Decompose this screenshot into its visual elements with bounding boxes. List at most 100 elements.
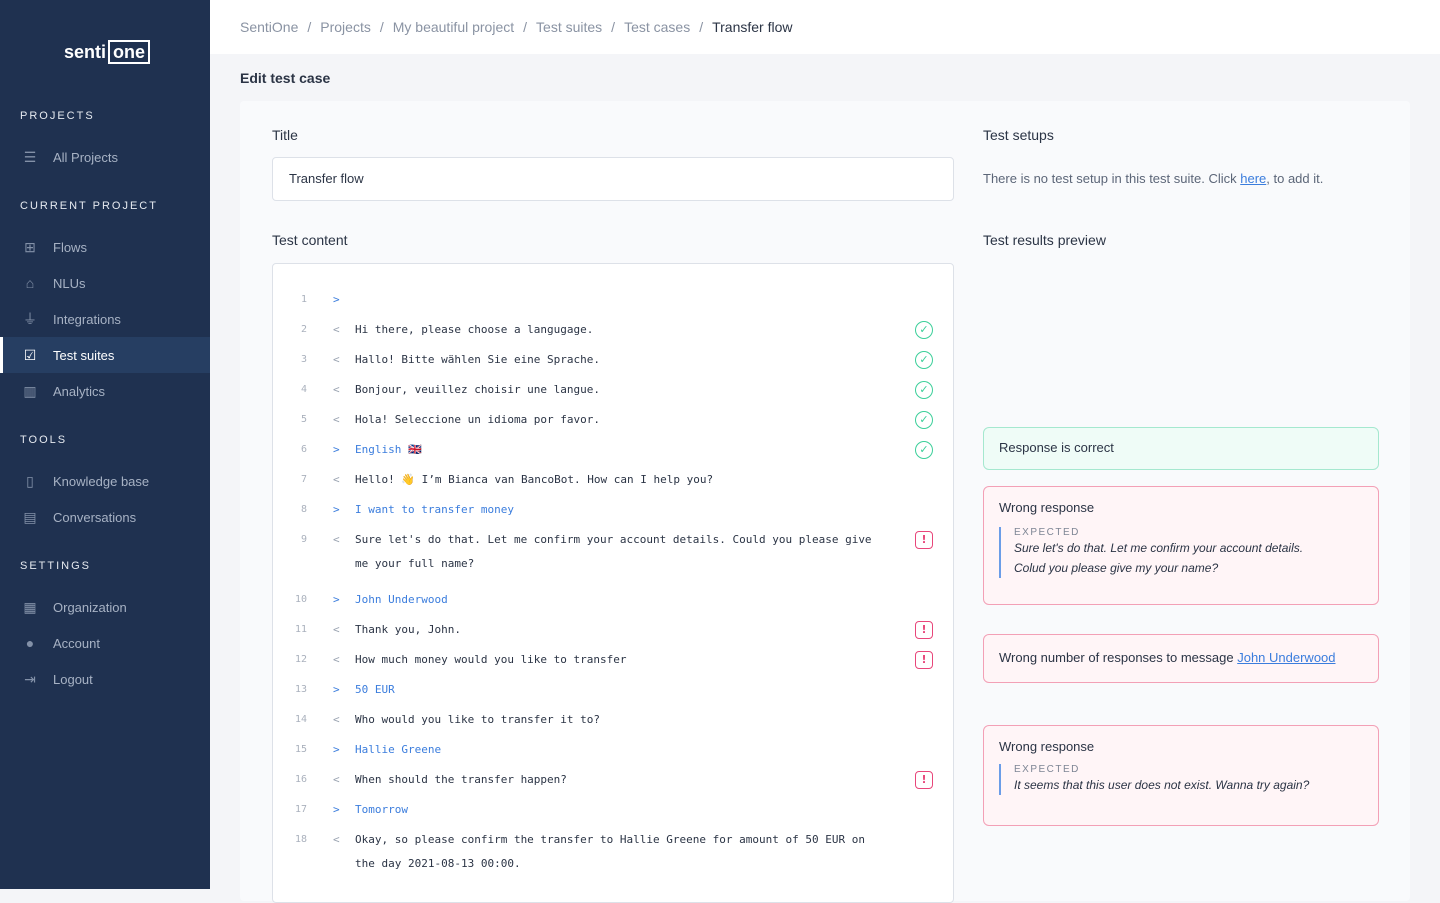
- sidebar-item-all-projects[interactable]: ☰ All Projects: [0, 139, 210, 175]
- result-wrong-count: Wrong number of responses to message Joh…: [983, 634, 1379, 683]
- sidebar-item-label: Conversations: [53, 509, 137, 525]
- sidebar-item-nlus[interactable]: ⌂ NLUs: [0, 265, 210, 301]
- sidebar-item-integrations[interactable]: ⏚ Integrations: [0, 301, 210, 337]
- section-settings: SETTINGS: [20, 560, 92, 572]
- sidebar-item-label: Test suites: [53, 347, 115, 363]
- title-input[interactable]: Transfer flow: [272, 157, 954, 201]
- sidebar-item-label: Integrations: [53, 311, 121, 327]
- sidebar-item-account[interactable]: ● Account: [0, 625, 210, 661]
- sidebar-item-label: Flows: [53, 239, 87, 255]
- check-circle-icon: ✓: [915, 381, 933, 399]
- error-icon[interactable]: !: [915, 771, 933, 789]
- section-projects: PROJECTS: [20, 110, 95, 122]
- test-results-preview-label: Test results preview: [983, 232, 1106, 248]
- direction-marker: >: [333, 593, 340, 606]
- sidebar-item-label: Logout: [53, 671, 93, 687]
- breadcrumb-item[interactable]: Test cases: [624, 19, 691, 35]
- direction-marker: <: [333, 353, 340, 366]
- line-number: 8: [300, 504, 307, 515]
- message-link[interactable]: John Underwood: [1237, 650, 1336, 665]
- user-icon: ●: [25, 635, 35, 651]
- breadcrumb-item[interactable]: SentiOne: [240, 19, 299, 35]
- line-number: 1: [300, 294, 307, 305]
- line-number: 9: [300, 534, 307, 545]
- test-content-label: Test content: [272, 232, 348, 248]
- line-text: Thank you, John.: [355, 623, 461, 636]
- sidebar-item-conversations[interactable]: ▤ Conversations: [0, 499, 210, 535]
- chat-icon: ▤: [23, 509, 37, 525]
- breadcrumb-separator: /: [307, 19, 312, 35]
- direction-marker: >: [333, 803, 340, 816]
- expected-text-2: Colud you please give my your name?: [1014, 561, 1219, 575]
- direction-marker: <: [333, 833, 340, 846]
- graduation-cap-icon: ⌂: [25, 275, 35, 291]
- line-text: English 🇬🇧: [355, 443, 422, 456]
- logo-text: senti: [64, 41, 107, 62]
- error-icon[interactable]: !: [915, 651, 933, 669]
- direction-marker: >: [333, 293, 340, 306]
- sidebar-item-label: All Projects: [53, 149, 119, 165]
- line-number: 14: [294, 714, 307, 725]
- line-text: When should the transfer happen?: [355, 773, 567, 786]
- test-suites-icon: ☑: [23, 347, 37, 363]
- line-number: 2: [300, 324, 307, 335]
- sidebar-item-label: Analytics: [53, 383, 106, 399]
- line-number: 6: [300, 444, 307, 455]
- sentione-logo[interactable]: senti one: [64, 40, 151, 64]
- direction-marker: >: [333, 503, 340, 516]
- direction-marker: <: [333, 323, 340, 336]
- line-text: I want to transfer money: [355, 503, 514, 516]
- expected-text: Sure let's do that. Let me confirm your …: [1014, 541, 1304, 555]
- check-circle-icon: ✓: [915, 411, 933, 429]
- line-text: Hola! Seleccione un idioma por favor.: [355, 413, 601, 426]
- line-number: 16: [294, 774, 307, 785]
- line-text: John Underwood: [355, 593, 448, 606]
- add-setup-link[interactable]: here: [1240, 171, 1267, 186]
- expected-label: EXPECTED: [1014, 764, 1080, 775]
- line-text: Hello! 👋 I’m Bianca van BancoBot. How ca…: [355, 473, 714, 486]
- sidebar-item-label: NLUs: [53, 275, 86, 291]
- line-text: Bonjour, veuillez choisir une langue.: [355, 383, 601, 396]
- check-circle-icon: ✓: [915, 351, 933, 369]
- direction-marker: <: [333, 473, 340, 486]
- analytics-icon: ▥: [23, 383, 37, 399]
- line-number: 10: [294, 594, 307, 605]
- test-setups-text: There is no test setup in this test suit…: [983, 171, 1323, 186]
- sidebar: senti one PROJECTS CURRENT PROJECT TOOLS …: [0, 0, 210, 889]
- breadcrumb-item[interactable]: Projects: [320, 19, 371, 35]
- direction-marker: <: [333, 653, 340, 666]
- sidebar-item-flows[interactable]: ⊞ Flows: [0, 229, 210, 265]
- sidebar-item-test-suites[interactable]: ☑ Test suites: [0, 337, 210, 373]
- breadcrumb-item[interactable]: Test suites: [536, 19, 603, 35]
- line-text: Who would you like to transfer it to?: [355, 713, 601, 726]
- result-title: Wrong response: [999, 739, 1095, 754]
- breadcrumb-separator: /: [379, 19, 384, 35]
- breadcrumb-item[interactable]: My beautiful project: [392, 19, 515, 35]
- test-content-editor[interactable]: 1 >2 < Hi there, please choose a langugage.…: [272, 263, 954, 903]
- building-icon: ▦: [23, 599, 37, 615]
- sidebar-item-organization[interactable]: ▦ Organization: [0, 589, 210, 625]
- breadcrumb: SentiOne / Projects / My beautiful project / T…: [210, 0, 1440, 54]
- check-circle-icon: ✓: [915, 321, 933, 339]
- line-number: 17: [294, 804, 307, 815]
- line-text: Hi there, please choose a langugage.: [355, 323, 594, 336]
- sidebar-item-analytics[interactable]: ▥ Analytics: [0, 373, 210, 409]
- logout-icon: ⇥: [24, 671, 36, 687]
- direction-marker: <: [333, 773, 340, 786]
- line-number: 11: [294, 624, 307, 635]
- error-icon[interactable]: !: [915, 531, 933, 549]
- section-current-project: CURRENT PROJECT: [20, 200, 158, 212]
- plug-icon: ⏚: [23, 311, 37, 327]
- breadcrumb-separator: /: [523, 19, 528, 35]
- sidebar-item-logout[interactable]: ⇥ Logout: [0, 661, 210, 697]
- line-text: How much money would you like to transfe…: [355, 653, 627, 666]
- error-icon[interactable]: !: [915, 621, 933, 639]
- line-number: 4: [300, 384, 307, 395]
- sidebar-item-label: Knowledge base: [53, 473, 150, 489]
- line-text: Okay, so please confirm the transfer to …: [355, 833, 865, 870]
- sidebar-item-label: Account: [53, 635, 100, 651]
- direction-marker: <: [333, 533, 340, 546]
- breadcrumb-separator: /: [611, 19, 616, 35]
- sidebar-item-knowledge-base[interactable]: ▯ Knowledge base: [0, 463, 210, 499]
- direction-marker: >: [333, 683, 340, 696]
